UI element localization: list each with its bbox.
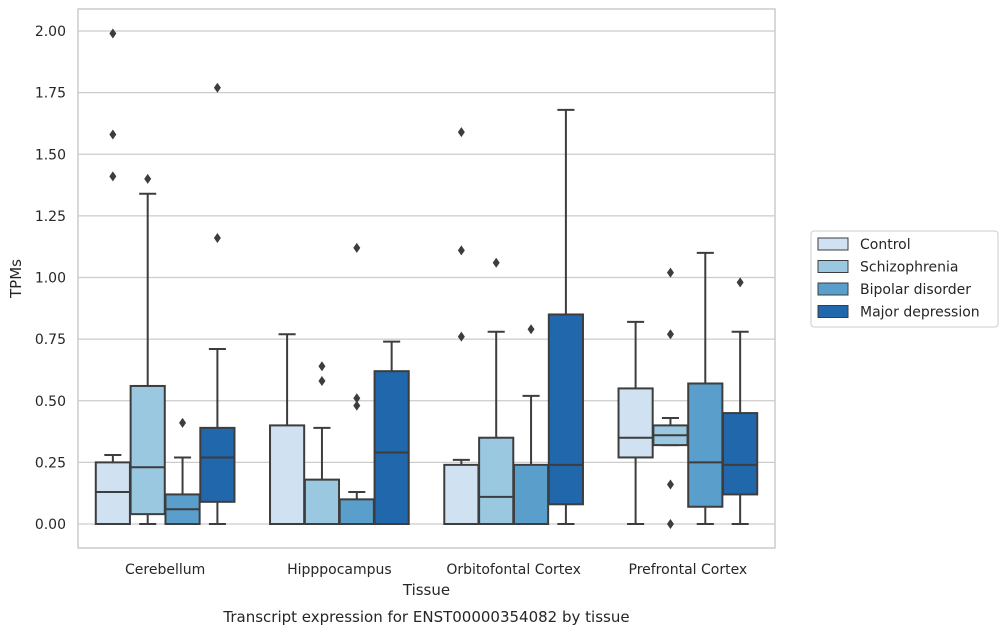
box-series	[94, 28, 759, 529]
legend: Control Schizophrenia Bipolar disorder Majo…	[810, 230, 999, 328]
box	[199, 82, 236, 525]
y-tick-label: 1.25	[35, 209, 66, 225]
legend-swatch	[817, 237, 849, 251]
outlier-point	[492, 257, 500, 268]
outlier-point	[666, 267, 674, 278]
chart-caption: Transcript expression for ENST0000035408…	[222, 608, 629, 626]
box	[617, 320, 654, 525]
outlier-point	[213, 82, 221, 93]
y-tick-label: 1.50	[35, 147, 66, 163]
y-tick-label: 1.75	[35, 86, 66, 102]
y-tick-label: 0.75	[35, 332, 66, 348]
box	[303, 361, 341, 526]
box	[478, 257, 515, 526]
gridlines	[78, 30, 775, 525]
box	[373, 340, 410, 526]
box	[129, 173, 166, 525]
outlier-point	[318, 376, 326, 387]
legend-swatch	[817, 260, 849, 273]
x-axis-title: Tissue	[402, 581, 450, 599]
outlier-point	[109, 129, 117, 140]
outlier-point	[179, 417, 187, 428]
box-body	[129, 384, 166, 516]
box	[512, 324, 550, 525]
legend-swatch	[817, 305, 849, 318]
box-body	[199, 426, 236, 503]
box	[722, 277, 759, 525]
outlier-point	[144, 173, 152, 184]
box-body	[269, 424, 306, 525]
x-tick-label: Hipppocampus	[287, 562, 392, 578]
series-bipolar-disorder	[164, 242, 724, 526]
box	[652, 267, 689, 529]
outlier-point	[353, 393, 361, 404]
y-tick-label: 0.50	[35, 394, 66, 410]
y-tick-label: 2.00	[35, 24, 66, 40]
y-axis-title: TPMs	[7, 259, 25, 299]
plot-frame	[77, 8, 776, 549]
box	[443, 127, 480, 525]
outlier-point	[109, 171, 117, 182]
legend-frame	[810, 230, 999, 328]
x-tick-label: Orbitofontal Cortex	[446, 562, 581, 578]
box-body	[722, 412, 759, 496]
outlier-point	[736, 277, 744, 288]
box	[687, 251, 724, 525]
box-body	[617, 387, 654, 459]
outlier-point	[457, 127, 465, 138]
y-tick-label: 0.25	[35, 455, 66, 471]
box	[269, 333, 306, 525]
box-body	[478, 436, 515, 526]
x-tick-label: Cerebellum	[125, 562, 205, 578]
box-body	[94, 461, 131, 525]
outlier-point	[666, 519, 674, 529]
box-body	[443, 463, 480, 525]
outlier-point	[527, 324, 535, 335]
box-body	[303, 478, 341, 526]
series-schizophrenia	[129, 173, 689, 529]
outlier-point	[666, 329, 674, 340]
outlier-point	[353, 242, 361, 253]
legend-label: Bipolar disorder	[860, 282, 971, 298]
y-tick-label: 0.00	[35, 517, 66, 533]
legend-label: Control	[860, 237, 911, 253]
series-control	[94, 28, 654, 525]
outlier-point	[353, 400, 361, 411]
legend-label: Schizophrenia	[860, 260, 958, 276]
outlier-point	[318, 361, 326, 372]
x-axis-ticks: Cerebellum Hipppocampus Orbitofontal Corte…	[125, 562, 747, 578]
box-body	[373, 370, 410, 526]
x-tick-label: Prefrontal Cortex	[629, 562, 748, 578]
box-body	[338, 498, 375, 526]
box-body	[687, 382, 724, 508]
outlier-point	[457, 245, 465, 256]
box-body	[512, 463, 550, 525]
legend-swatch	[817, 282, 849, 296]
box-body	[547, 313, 584, 506]
outlier-point	[213, 233, 221, 244]
y-axis-ticks: 0.00 0.25 0.50 0.75 1.00 1.25 1.50 1.75 2.00	[35, 24, 66, 533]
box	[164, 417, 201, 526]
box	[94, 28, 131, 525]
series-major-depression	[199, 82, 759, 526]
box	[338, 242, 375, 526]
outlier-point	[109, 28, 117, 39]
y-tick-label: 1.00	[35, 271, 66, 287]
legend-label: Major depression	[860, 305, 980, 321]
box	[547, 108, 584, 525]
outlier-point	[666, 479, 674, 490]
outlier-point	[457, 331, 465, 342]
